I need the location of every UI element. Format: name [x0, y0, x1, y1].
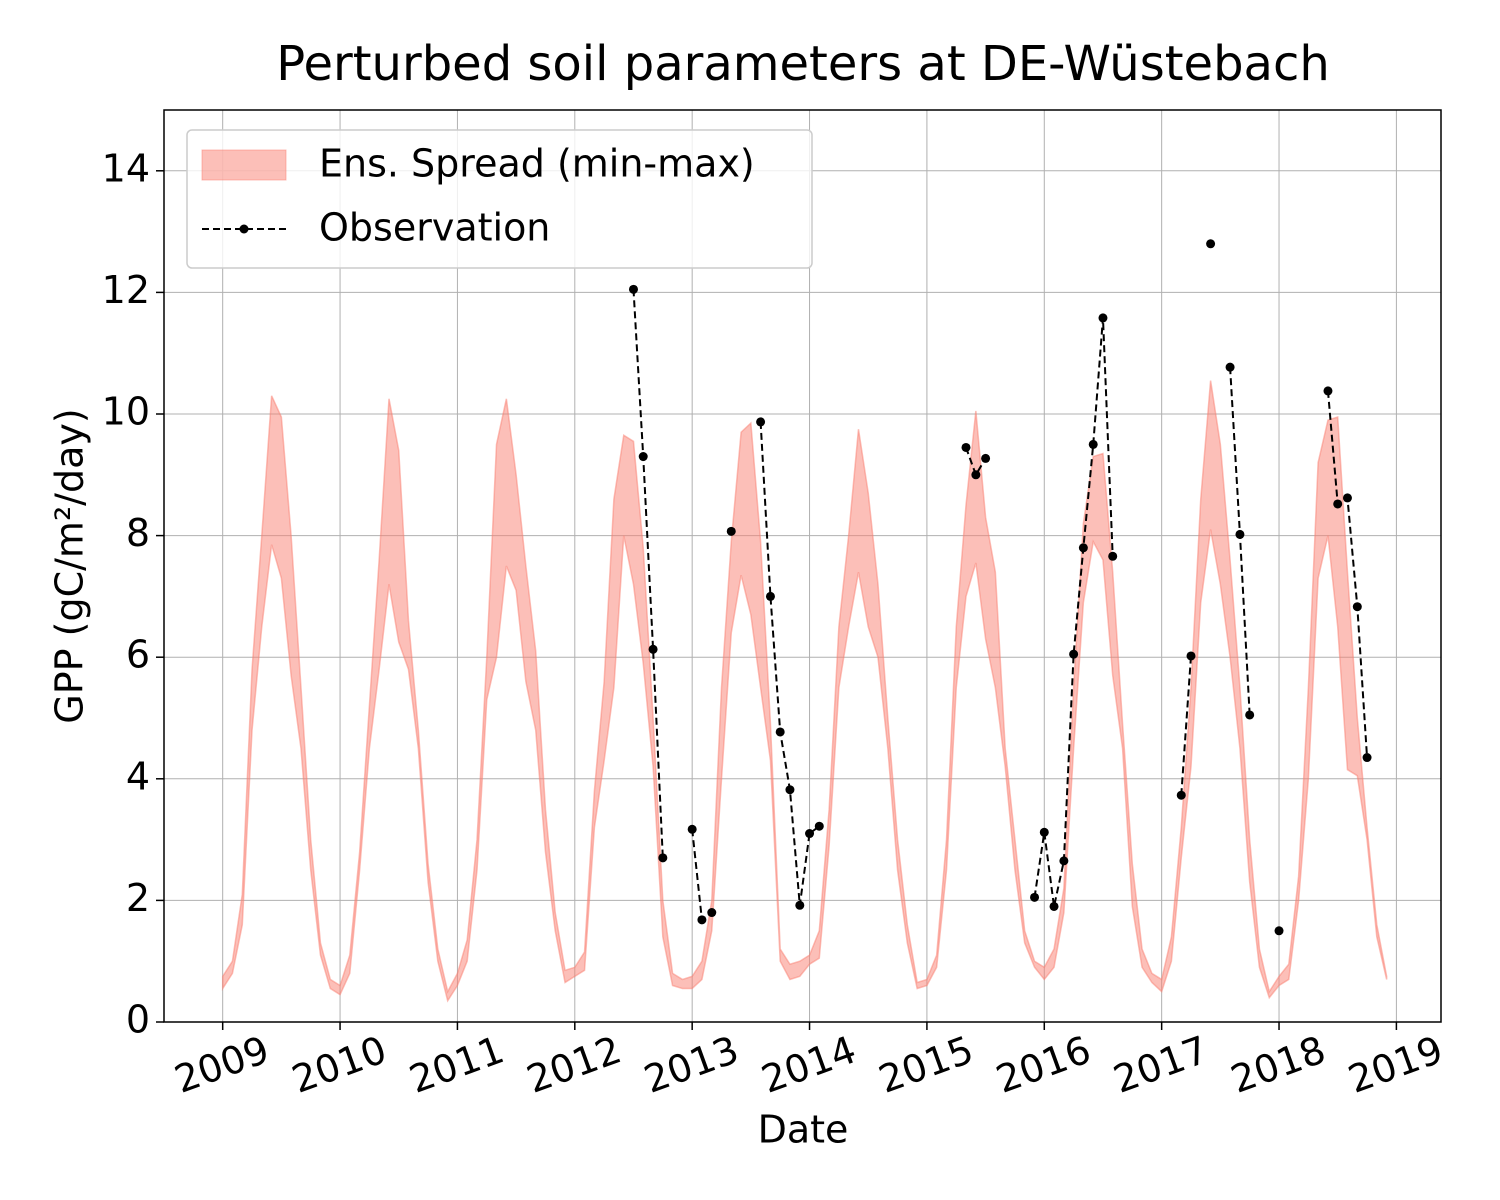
- observation-point: [795, 900, 805, 910]
- observation-point: [805, 829, 815, 839]
- y-tick-label: 6: [126, 633, 150, 677]
- observation-point: [1098, 313, 1108, 323]
- plot-frame: [163, 109, 1442, 1023]
- observation-point: [687, 824, 697, 834]
- observation-point: [1059, 856, 1069, 866]
- observation-point: [1078, 543, 1088, 553]
- y-tick-label: 8: [126, 511, 150, 555]
- observation-point: [697, 915, 707, 925]
- observation-point: [814, 821, 824, 831]
- observation-point: [1333, 499, 1343, 509]
- observation-point: [1069, 649, 1079, 659]
- observation-point: [981, 453, 991, 463]
- observation-point: [961, 442, 971, 452]
- observation-point: [971, 470, 981, 480]
- observation-point: [1030, 892, 1040, 902]
- y-tick-label: 10: [102, 390, 150, 434]
- y-tick-label: 14: [102, 146, 150, 190]
- y-tick-label: 4: [126, 754, 150, 798]
- legend-box: [186, 129, 813, 269]
- observation-point: [1225, 362, 1235, 372]
- observation-point: [638, 452, 648, 462]
- observation-point: [1352, 602, 1362, 612]
- observation-point: [1323, 386, 1333, 396]
- legend-marker: [239, 224, 249, 234]
- observation-point: [726, 526, 736, 536]
- observation-point: [785, 785, 795, 795]
- observation-point: [1176, 790, 1186, 800]
- x-axis-label: Date: [758, 1108, 849, 1152]
- observation-point: [1342, 493, 1352, 503]
- ensemble-band: [221, 380, 1388, 1003]
- observation-point: [756, 417, 766, 427]
- observation-point: [707, 908, 717, 918]
- observation-point: [1108, 551, 1118, 561]
- observation-point: [1235, 529, 1245, 539]
- observation-point: [775, 727, 785, 737]
- observation-point: [765, 591, 775, 601]
- y-tick-label: 0: [126, 998, 150, 1042]
- observation-point: [1274, 926, 1284, 936]
- observation-point: [1186, 651, 1196, 661]
- observation-point: [1039, 827, 1049, 837]
- y-axis-label: GPP (gC/m²/day): [48, 408, 92, 723]
- chart-title: Perturbed soil parameters at DE-Wüstebac…: [276, 36, 1330, 92]
- legend-label: Observation: [319, 206, 550, 250]
- observation-point: [648, 644, 658, 654]
- observation-point: [658, 853, 668, 863]
- observation-point: [628, 284, 638, 294]
- observation-point: [1088, 439, 1098, 449]
- observation-point: [1362, 753, 1372, 763]
- observation-point: [1049, 901, 1059, 911]
- observation-point: [1245, 710, 1255, 720]
- y-tick-label: 2: [126, 876, 150, 920]
- legend-swatch: [201, 149, 287, 181]
- legend-label: Ens. Spread (min-max): [319, 142, 755, 186]
- y-tick-label: 12: [102, 268, 150, 312]
- observation-point: [1206, 239, 1216, 249]
